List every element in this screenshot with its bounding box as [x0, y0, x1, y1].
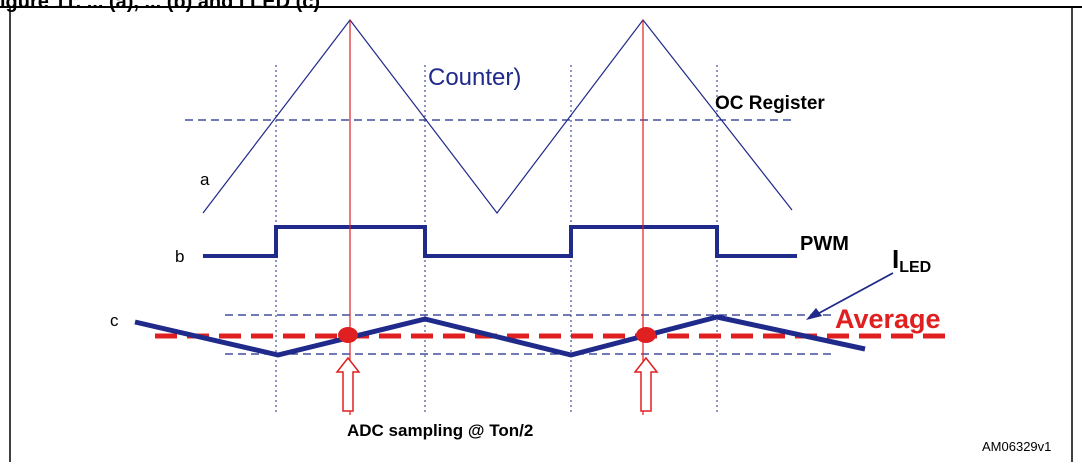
iled-waveform: [134, 314, 866, 358]
trace-c-label: c: [110, 311, 119, 330]
pwm-waveform: [203, 225, 797, 258]
iled-pointer-arrowhead: [806, 308, 822, 320]
average-label: Average: [835, 304, 941, 334]
trace-a-label: a: [200, 170, 210, 189]
trace-b-label: b: [175, 247, 184, 266]
counter-waveform: [202, 19, 793, 214]
iled-pointer-line: [809, 272, 894, 319]
adc-sampling-label: ADC sampling @ Ton/2: [347, 421, 533, 440]
figure-caption: igure 11. ... (a), ... (b) and I LED (c): [0, 0, 321, 13]
figure-id-label: AM06329v1: [982, 439, 1051, 454]
sampling-marker: [636, 327, 656, 343]
pwm-label: PWM: [800, 233, 849, 255]
iled-label: ILED: [892, 244, 931, 276]
sampling-marker: [338, 327, 358, 343]
iled-label-main: I: [892, 244, 899, 274]
switching-guides: [275, 65, 718, 415]
counter-label: Counter): [428, 64, 521, 91]
oc-register-label: OC Register: [715, 93, 825, 114]
sampling-arrow: [335, 356, 361, 412]
sampling-arrow: [633, 356, 659, 412]
iled-label-subscript: LED: [899, 259, 931, 276]
